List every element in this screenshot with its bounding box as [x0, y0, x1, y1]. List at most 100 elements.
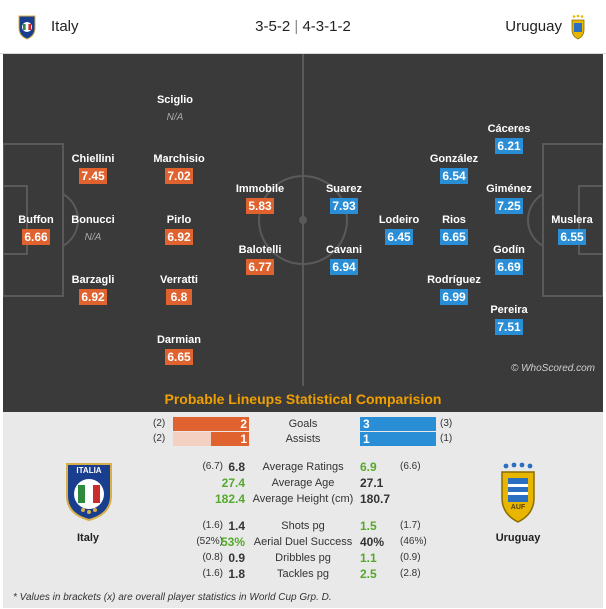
home-assists-value: 1 [240, 432, 247, 446]
player-balotelli[interactable]: Balotelli 6.77 [225, 243, 295, 276]
player-lodeiro[interactable]: Lodeiro 6.45 [364, 213, 434, 246]
player-caceres[interactable]: Cáceres 6.21 [474, 122, 544, 155]
player-rodriguez[interactable]: Rodríguez 6.99 [419, 273, 489, 306]
player-rating: 7.02 [165, 168, 193, 184]
away-assists-fill [360, 432, 436, 446]
player-rating: 6.54 [440, 168, 468, 184]
pitch-lines [3, 54, 603, 386]
player-rating: 6.55 [558, 229, 586, 245]
player-name: Barzagli [71, 274, 115, 286]
away-value: 180.7 [360, 492, 391, 506]
player-darmian[interactable]: Darmian 6.65 [144, 333, 214, 366]
away-goals-value: 3 [363, 417, 370, 431]
player-rating: 6.8 [166, 289, 192, 305]
player-name: Muslera [551, 214, 593, 226]
home-sub-value: (1.6) [202, 520, 223, 531]
player-name: Pirlo [166, 214, 192, 226]
stats-footnote: * Values in brackets (x) are overall pla… [13, 592, 332, 603]
assists-label: Assists [285, 433, 321, 445]
italy-crest-large-icon: ITALIA [65, 462, 113, 527]
player-pereira[interactable]: Pereira 7.51 [474, 303, 544, 336]
stat-label: Shots pg [281, 520, 325, 532]
player-gimenez[interactable]: Giménez 7.25 [474, 182, 544, 215]
player-rating: 6.94 [330, 259, 358, 275]
stat-row-dribbles: (0.8) 0.9 Dribbles pg 1.1 (0.9) [3, 550, 603, 566]
home-value: 1.4 [228, 519, 245, 533]
away-goals-bracket: (3) [440, 418, 453, 429]
home-value: 182.4 [214, 492, 245, 506]
away-goals-bar: 3 [360, 417, 436, 431]
stat-row-average-height: 182.4 Average Height (cm) 180.7 [3, 491, 603, 507]
away-sub-value: (46%) [400, 536, 427, 547]
home-value: 53% [220, 535, 245, 549]
player-name: González [429, 153, 479, 165]
home-value: 27.4 [221, 476, 245, 490]
stat-label: Average Height (cm) [252, 493, 354, 505]
player-rating: 6.69 [495, 259, 523, 275]
home-value: 1.8 [228, 567, 245, 581]
away-sub-value: (2.8) [400, 568, 421, 579]
home-team-name: Italy [51, 18, 79, 35]
home-sub-value: (1.6) [202, 568, 223, 579]
stat-label: Average Ratings [262, 461, 344, 473]
player-name: Buffon [18, 214, 54, 226]
home-sub-value: (52%) [196, 536, 223, 547]
away-formation: 4-3-1-2 [302, 18, 351, 35]
player-bonucci[interactable]: Bonucci N/A [58, 213, 128, 246]
player-marchisio[interactable]: Marchisio 7.02 [144, 152, 214, 185]
player-rating: 6.45 [385, 229, 413, 245]
player-rating: N/A [84, 232, 102, 243]
stats-panel: Probable Lineups Statistical Comparision… [3, 386, 603, 608]
player-name: Suarez [325, 183, 363, 195]
player-name: Cáceres [487, 123, 531, 135]
player-name: Godín [493, 244, 525, 256]
away-assists-bar: 1 [360, 432, 436, 446]
goals-row: (2) 2 Goals 3 (3) [3, 416, 603, 432]
player-buffon[interactable]: Buffon 6.66 [1, 213, 71, 246]
player-cavani[interactable]: Cavani 6.94 [309, 243, 379, 276]
stat-label: Dribbles pg [275, 552, 331, 564]
player-godin[interactable]: Godín 6.69 [474, 243, 544, 276]
stat-row-aerial-duel: (52%) 53% Aerial Duel Success 40% (46%) [3, 534, 603, 550]
player-gonzalez[interactable]: González 6.54 [419, 152, 489, 185]
player-sciglio[interactable]: Sciglio N/A [140, 93, 210, 126]
player-rating: 6.66 [22, 229, 50, 245]
player-verratti[interactable]: Verratti 6.8 [144, 273, 214, 306]
home-goals-fill [173, 417, 249, 431]
player-name: Chiellini [71, 153, 115, 165]
stat-row-shots: (1.6) 1.4 Shots pg 1.5 (1.7) [3, 518, 603, 534]
home-sub-value: (0.8) [202, 552, 223, 563]
player-name: Immobile [235, 183, 285, 195]
home-value: 0.9 [228, 551, 245, 565]
stat-label: Tackles pg [277, 568, 329, 580]
stat-row-tackles: (1.6) 1.8 Tackles pg 2.5 (2.8) [3, 566, 603, 582]
player-suarez[interactable]: Suarez 7.93 [309, 182, 379, 215]
stat-label: Aerial Duel Success [253, 536, 353, 548]
away-value: 1.5 [360, 519, 377, 533]
player-barzagli[interactable]: Barzagli 6.92 [58, 273, 128, 306]
goals-label: Goals [288, 418, 318, 430]
player-name: Giménez [486, 183, 532, 195]
away-team-name: Uruguay [505, 18, 562, 35]
uruguay-crest-large-icon: AUF [498, 462, 538, 529]
player-rating: 6.92 [79, 289, 107, 305]
player-name: Lodeiro [378, 214, 420, 226]
home-goals-bracket: (2) [153, 418, 166, 429]
player-chiellini[interactable]: Chiellini 7.45 [58, 152, 128, 185]
home-formation: 3-5-2 [255, 18, 291, 35]
player-immobile[interactable]: Immobile 5.83 [225, 182, 295, 215]
player-rating: 6.99 [440, 289, 468, 305]
uruguay-crest-text: AUF [510, 504, 526, 511]
uruguay-team-label: Uruguay [495, 532, 541, 544]
player-pirlo[interactable]: Pirlo 6.92 [144, 213, 214, 246]
player-name: Rios [442, 214, 466, 226]
player-name: Rodríguez [427, 274, 481, 286]
player-rating: 6.92 [165, 229, 193, 245]
player-rating: 6.77 [246, 259, 274, 275]
away-sub-value: (1.7) [400, 520, 421, 531]
player-name: Cavani [325, 244, 363, 256]
assists-row: (2) 1 Assists 1 (1) [3, 431, 603, 447]
home-assists-bracket: (2) [153, 433, 166, 444]
player-muslera[interactable]: Muslera 6.55 [537, 213, 606, 246]
player-rios[interactable]: Rios 6.65 [419, 213, 489, 246]
